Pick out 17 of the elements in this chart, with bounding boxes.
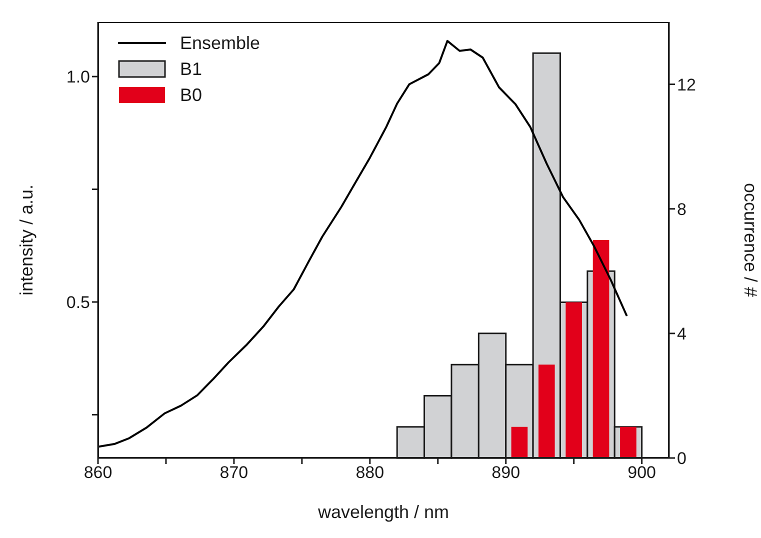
- y2-tick-label: 0: [677, 449, 686, 468]
- x-axis-title: wavelength / nm: [316, 502, 450, 522]
- x-tick-label: 880: [356, 463, 384, 482]
- legend-label: Ensemble: [180, 32, 260, 55]
- legend-label: B1: [180, 58, 202, 81]
- x-tick-label: 860: [84, 463, 112, 482]
- y-tick-label: 0.5: [66, 293, 90, 312]
- y2-tick-label: 12: [677, 75, 696, 94]
- x-tick-label: 900: [628, 463, 656, 482]
- y2-tick-label: 8: [677, 200, 686, 219]
- legend-label: B0: [180, 84, 202, 107]
- y2-axis-title: occurrence / #: [740, 182, 761, 298]
- x-tick-label: 890: [492, 463, 520, 482]
- y-tick-label: 1.0: [66, 68, 90, 87]
- x-tick-label: 870: [220, 463, 248, 482]
- y-axis-title: intensity / a.u.: [16, 184, 36, 296]
- y2-tick-label: 4: [677, 324, 686, 344]
